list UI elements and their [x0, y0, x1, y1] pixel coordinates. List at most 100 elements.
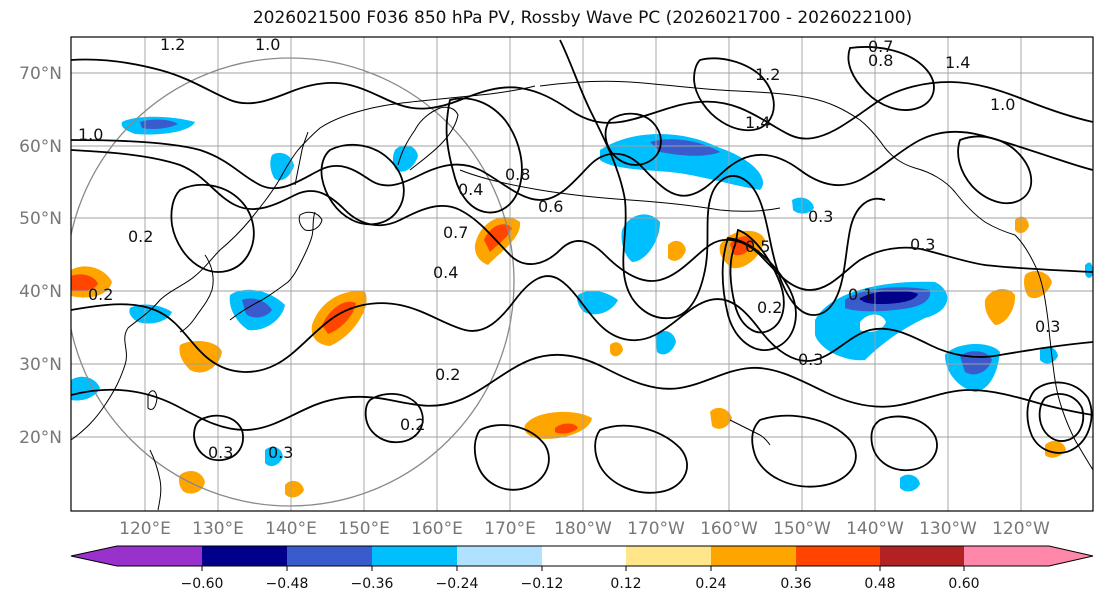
negative-anomaly-patch: [392, 145, 418, 172]
colorbar: −0.60 −0.48 −0.36 −0.24 −0.12 0.12 0.24 …: [70, 545, 1094, 592]
contour-line: [473, 424, 550, 491]
contour-label: 1.0: [78, 125, 103, 144]
positive-anomaly-patch: [984, 288, 1016, 325]
positive-anomaly-patch: [668, 240, 686, 261]
contour-line: [1038, 393, 1085, 442]
contour-label-group: 1.2 1.0 0.7 0.8 1.4 1.2 1.0 1.4 1.0 0.4 …: [78, 35, 1060, 462]
positive-anomaly-patch: [710, 407, 732, 429]
contour-label: 1.0: [990, 95, 1015, 114]
longitude-label: 140°E: [265, 519, 317, 539]
contour-label: 0.2: [757, 298, 782, 317]
coastline-hawaii: [729, 419, 771, 446]
contour-label: 0.3: [808, 207, 833, 226]
contour-line: [71, 58, 1093, 140]
colorbar-segment: [372, 546, 457, 566]
contour-line: [957, 135, 1033, 205]
contour-line: [559, 39, 886, 319]
latitude-label: 60°N: [19, 137, 62, 157]
negative-anomaly-patch: [71, 376, 100, 401]
contour-label: 1.0: [255, 35, 280, 54]
negative-anomaly-patch: [860, 290, 918, 304]
positive-anomaly-patch: [524, 411, 592, 439]
colorbar-tick-label: −0.12: [521, 576, 564, 592]
longitude-label: 170°W: [627, 519, 685, 539]
contour-label: 0.2: [435, 365, 460, 384]
colorbar-segment: [796, 546, 880, 566]
contour-label: 0.8: [505, 165, 530, 184]
longitude-label: 130°W: [919, 519, 977, 539]
contour-label: 0.5: [745, 237, 770, 256]
contour-label: 0.3: [208, 443, 233, 462]
map-title: 2026021500 F036 850 hPa PV, Rossby Wave …: [252, 8, 913, 28]
contour-line: [364, 393, 424, 444]
pv-contours: [71, 39, 1093, 494]
latitude-label: 20°N: [19, 428, 62, 448]
negative-anomaly-patch: [242, 298, 272, 318]
longitude-label: 180°W: [554, 519, 612, 539]
longitude-label: 120°E: [119, 519, 171, 539]
contour-line: [870, 415, 938, 472]
contour-label: 1.2: [755, 65, 780, 84]
latitude-label: 30°N: [19, 355, 62, 375]
contour-line: [594, 424, 688, 494]
latitude-label: 50°N: [19, 209, 62, 229]
negative-anomaly-patch: [1085, 262, 1093, 278]
colorbar-ticks: [201, 566, 965, 571]
positive-anomaly-patch: [484, 224, 512, 252]
map-border: [70, 36, 1094, 512]
contour-line: [1026, 381, 1093, 454]
longitude-label: 140°W: [846, 519, 904, 539]
colorbar-tick-label: −0.24: [436, 576, 479, 592]
negative-anomaly-shading: [71, 116, 1093, 492]
colorbar-segment: [457, 546, 542, 566]
latitude-axis: 70°N 60°N 50°N 40°N 30°N 20°N: [19, 64, 62, 448]
contour-line: [71, 130, 1093, 201]
longitude-label: 170°E: [484, 519, 536, 539]
positive-anomaly-patch: [555, 423, 578, 434]
contour-line: [721, 237, 797, 351]
negative-anomaly-patch: [600, 133, 764, 190]
longitude-axis: 120°E 130°E 140°E 150°E 160°E 170°E 180°…: [119, 519, 1050, 539]
longitude-label: 150°E: [338, 519, 390, 539]
coastline-kamchatka: [397, 106, 459, 171]
contour-label: 0.3: [910, 235, 935, 254]
contour-label: 0.2: [128, 227, 153, 246]
positive-anomaly-patch: [71, 274, 98, 292]
colorbar-segment: [202, 546, 287, 566]
colorbar-tick-label: 0.36: [780, 576, 811, 592]
colorbar-tick-label: −0.36: [351, 576, 394, 592]
contour-label: 0.6: [538, 197, 563, 216]
negative-anomaly-patch: [621, 214, 660, 262]
colorbar-tick-label: 0.24: [695, 576, 726, 592]
colorbar-tick-label: 0.60: [948, 576, 979, 592]
colorbar-tick-label: −0.48: [266, 576, 309, 592]
contour-label: 1.4: [945, 53, 970, 72]
contour-line: [71, 149, 1093, 291]
coastline-philippines: [149, 449, 162, 511]
map-frame-background: [71, 37, 1093, 511]
contour-line: [751, 414, 857, 488]
coastline-aleutians: [459, 169, 781, 212]
negative-anomaly-patch: [140, 119, 178, 129]
positive-anomaly-patch: [610, 342, 623, 357]
negative-anomaly-patch: [270, 152, 294, 181]
contour-line: [71, 275, 1093, 373]
longitude-label: 160°E: [411, 519, 463, 539]
contour-line: [71, 353, 1093, 431]
negative-anomaly-patch: [792, 197, 814, 214]
positive-anomaly-patch: [179, 470, 205, 494]
colorbar-outline: [70, 545, 1094, 567]
colorbar-segment: [964, 546, 1049, 566]
colorbar-extend-high: [1049, 546, 1093, 566]
negative-anomaly-patch: [1040, 346, 1058, 364]
contour-label: 0.3: [798, 350, 823, 369]
contour-line: [847, 46, 935, 111]
longitude-label: 130°E: [192, 519, 244, 539]
contour-label: 0.3: [268, 443, 293, 462]
longitude-label: 120°W: [992, 519, 1050, 539]
contour-line: [170, 183, 255, 273]
map-content: [71, 37, 1093, 511]
colorbar-segment: [880, 546, 964, 566]
negative-anomaly-patch: [650, 139, 720, 156]
